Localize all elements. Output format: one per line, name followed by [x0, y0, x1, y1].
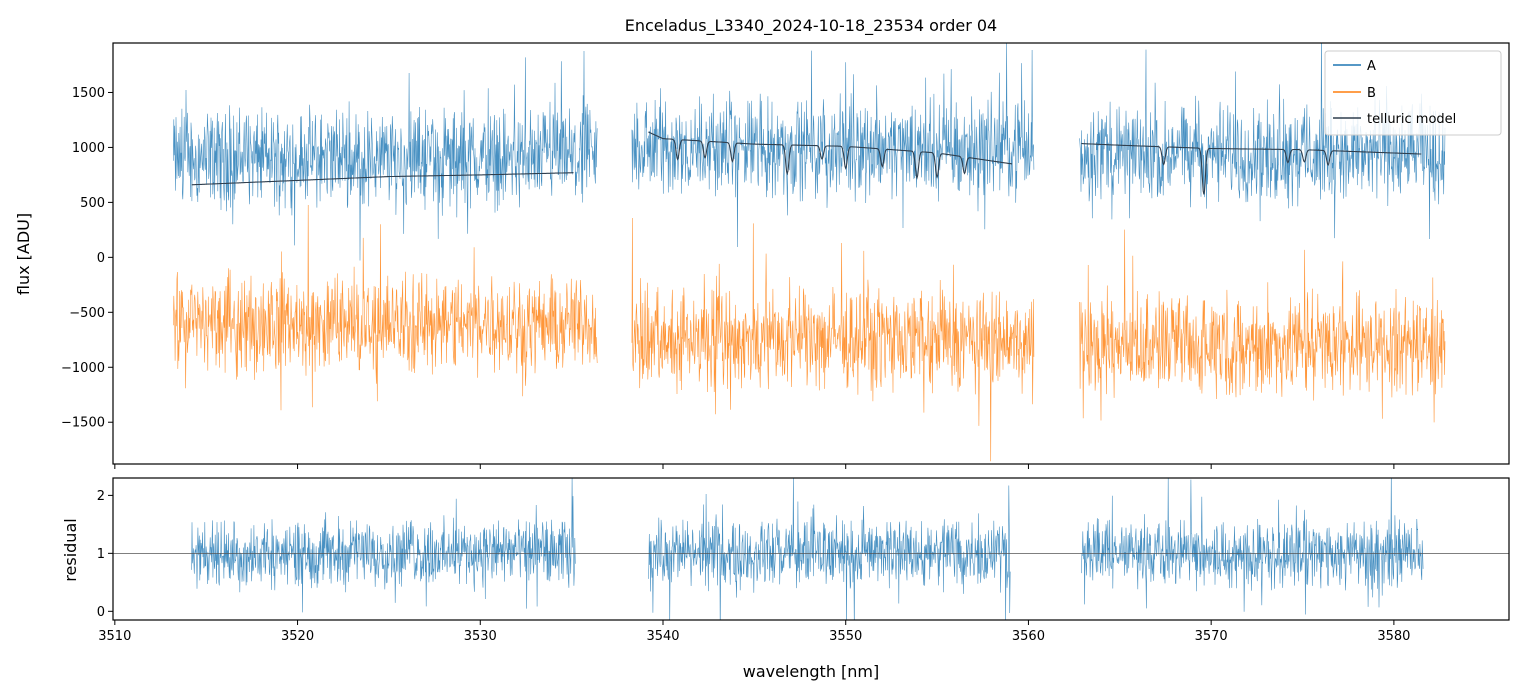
top-y-tick-label: 1500: [72, 86, 105, 101]
top-y-tick-label: 0: [97, 251, 105, 266]
bottom-y-tick-label: 2: [97, 489, 105, 504]
top-plot-area: [173, 43, 1446, 462]
bottom-axes-frame: [112, 477, 1510, 621]
top-y-tick-label: −1500: [61, 416, 105, 431]
x-tick-label: 3530: [464, 629, 497, 644]
bottom-panel: residual 0 1 2 3510 3520 3530 3540 3550 3560 357…: [61, 477, 1510, 681]
legend: A B telluric model: [1324, 50, 1502, 136]
chart-title: Enceladus_L3340_2024-10-18_23534 order 0…: [625, 16, 997, 36]
series-b-segment-3: [1079, 229, 1446, 423]
top-y-ticks: −1500 −1000 −500 0 500 1000 1500: [61, 86, 113, 431]
x-tick-label: 3580: [1377, 629, 1410, 644]
legend-label-telluric: telluric model: [1367, 112, 1456, 127]
series-a-segment-2: [631, 43, 1035, 248]
x-tick-label: 3570: [1195, 629, 1228, 644]
legend-label-a: A: [1367, 59, 1376, 74]
bottom-y-ticks: 0 1 2: [97, 489, 113, 620]
series-b-segment-1: [173, 204, 598, 411]
top-panel: Enceladus_L3340_2024-10-18_23534 order 0…: [14, 16, 1510, 469]
x-tick-label: 3550: [829, 629, 862, 644]
residual-segment-3: [1081, 478, 1424, 615]
bottom-plot-area: [113, 478, 1509, 620]
top-y-tick-label: 500: [80, 196, 105, 211]
x-axis-label: wavelength [nm]: [743, 662, 880, 681]
x-tick-label: 3560: [1012, 629, 1045, 644]
top-y-tick-label: 1000: [72, 141, 105, 156]
top-x-ticks: [114, 464, 1395, 469]
bottom-y-tick-label: 1: [97, 547, 105, 562]
top-y-axis-label: flux [ADU]: [14, 213, 33, 295]
x-tick-label: 3540: [646, 629, 679, 644]
x-tick-label: 3510: [98, 629, 131, 644]
telluric-model-segment-2: [648, 131, 1013, 180]
legend-frame: [1324, 50, 1502, 136]
top-y-tick-label: −1000: [61, 361, 105, 376]
residual-segment-1: [191, 478, 576, 613]
series-b-segment-2: [631, 217, 1035, 462]
telluric-model-segment-1: [191, 172, 574, 186]
top-y-tick-label: −500: [69, 306, 105, 321]
bottom-y-tick-label: 0: [97, 605, 105, 620]
bottom-y-axis-label: residual: [61, 518, 80, 581]
bottom-x-ticks: 3510 3520 3530 3540 3550 3560 3570 3580: [98, 620, 1410, 644]
legend-label-b: B: [1367, 86, 1376, 101]
series-a-segment-1: [173, 50, 598, 261]
x-tick-label: 3520: [281, 629, 314, 644]
residual-segment-2: [648, 478, 1011, 620]
top-axes-frame: [112, 42, 1510, 465]
telluric-model-segment-3: [1081, 143, 1422, 195]
